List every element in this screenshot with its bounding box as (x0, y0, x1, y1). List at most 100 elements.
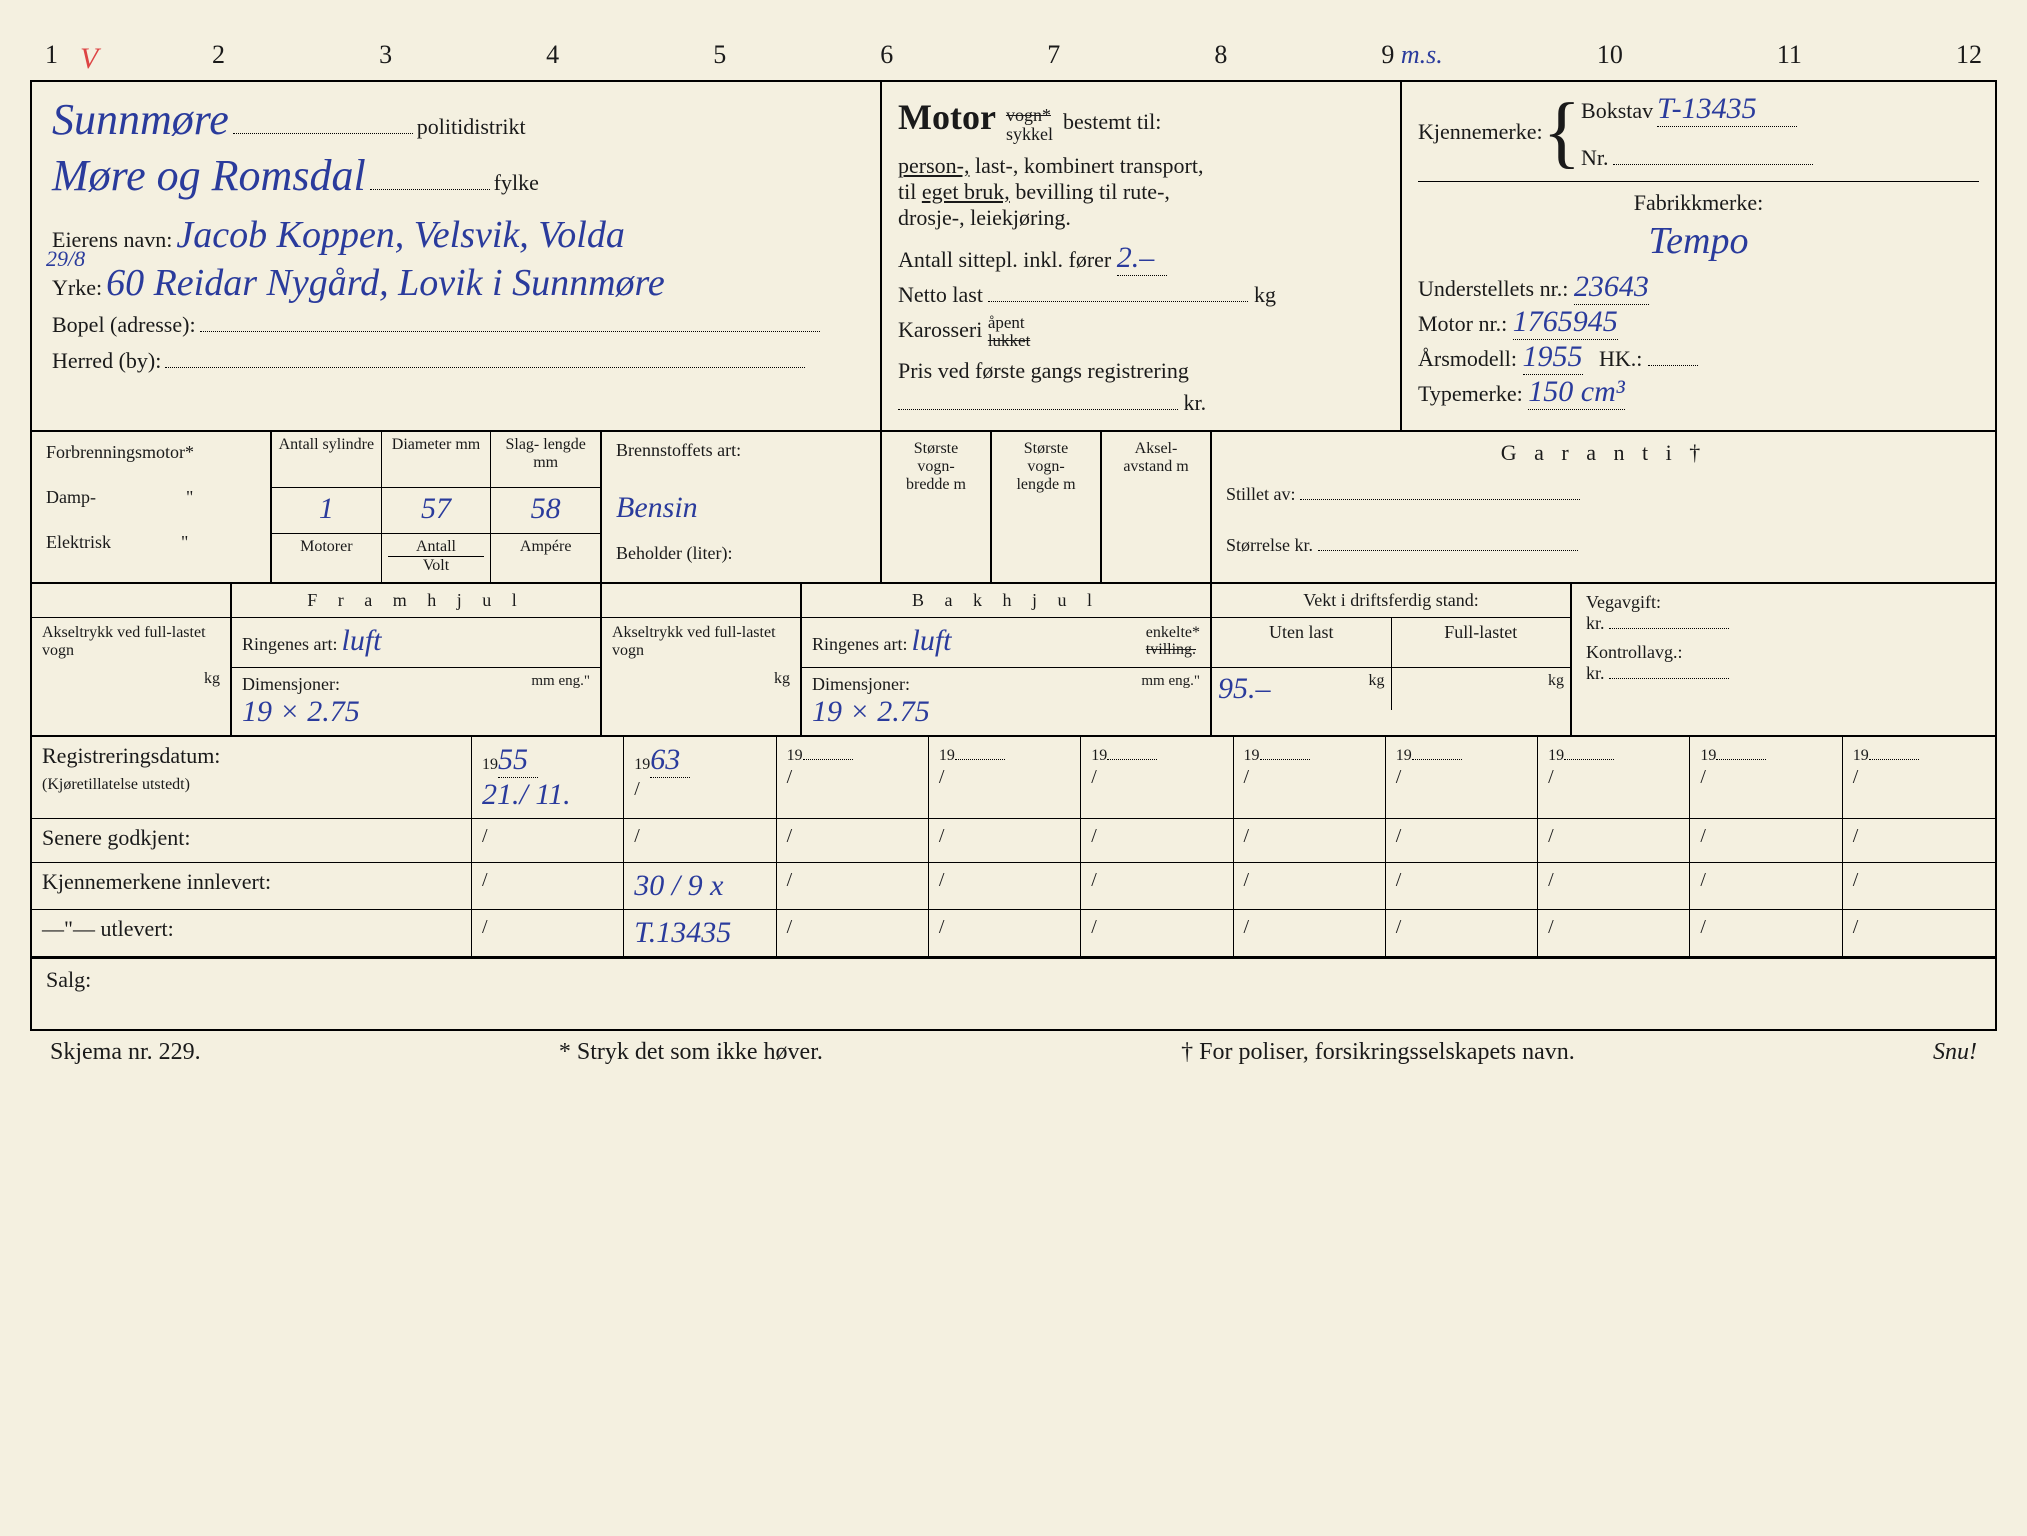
ruler-11: 11 (1777, 40, 1802, 70)
ruler-9: 9 m.s. (1381, 40, 1442, 70)
karosseri-label: Karosseri (898, 317, 982, 342)
stryk-note: * Stryk det som ikke høver. (559, 1039, 823, 1066)
ruler-2: 2 (212, 40, 225, 70)
aksel-avstand: Aksel- avstand m (1102, 432, 1212, 582)
dim-fram-label: Dimensjoner: (242, 674, 340, 694)
regdato-label: Registreringsdatum: (Kjøretillatelse uts… (32, 737, 472, 819)
garanti-label: G a r a n t i † (1226, 440, 1981, 466)
lukket-struck: lukket (988, 331, 1031, 350)
snu: Snu! (1933, 1039, 1977, 1066)
ruler-5: 5 (713, 40, 726, 70)
apent: åpent (988, 313, 1025, 332)
hk-label: HK.: (1599, 346, 1642, 371)
dim-bak-value: 19 × 2.75 (812, 695, 930, 728)
damp-label: Damp- (46, 487, 96, 507)
cyl-specs: Antall sylindre Diameter mm Slag- lengde… (272, 432, 602, 582)
ruler-6: 6 (880, 40, 893, 70)
vogn-lengde: Største vogn- lengde m (992, 432, 1102, 582)
vogn-bredde: Største vogn- bredde m (882, 432, 992, 582)
type-value: 150 cm³ (1528, 375, 1624, 410)
ms-annotation: m.s. (1401, 40, 1443, 70)
sykkel: sykkel (1006, 124, 1053, 144)
yrke-date: 29/8 (46, 246, 85, 272)
arsmodell-label: Årsmodell: (1418, 346, 1517, 371)
yp-3: 19 (939, 747, 955, 764)
fees-col: Vegavgift: kr. Kontrollavg.: kr. (1572, 584, 1995, 735)
yp-5: 19 (1244, 747, 1260, 764)
ruler-7: 7 (1047, 40, 1060, 70)
dia-val: 57 (382, 488, 492, 533)
poliser-note: † For poliser, forsikringsselskapets nav… (1181, 1039, 1575, 1066)
brennstoff-value: Bensin (616, 491, 866, 525)
type-label: Typemerke: (1418, 381, 1523, 406)
kontrollavg-label: Kontrollavg.: (1586, 642, 1981, 663)
vogn-struck: vogn* (1006, 105, 1051, 125)
syl-val: 1 (272, 488, 382, 533)
nr-label: Nr. (1581, 145, 1609, 170)
motor-line3-eget: eget bruk, (922, 179, 1010, 204)
netto-label: Netto last (898, 282, 983, 307)
stillet-label: Stillet av: (1226, 484, 1296, 504)
arsmodell-value: 1955 (1523, 340, 1583, 375)
regdato-sub: (Kjøretillatelse utstedt) (42, 776, 190, 793)
understell-label: Understellets nr.: (1418, 276, 1568, 301)
ringenes-fram-label: Ringenes art: (242, 634, 337, 654)
yrke-label: Yrke: (52, 275, 102, 300)
bokstav-value: T-13435 (1657, 92, 1797, 127)
vegavgift-label: Vegavgift: (1586, 592, 1981, 613)
syl-hdr: Antall sylindre (272, 432, 382, 487)
motornr-label: Motor nr.: (1418, 311, 1507, 336)
dim-bak-label: Dimensjoner: (812, 674, 910, 694)
eier-value: Jacob Koppen, Velsvik, Volda (176, 214, 625, 256)
skjema-nr: Skjema nr. 229. (50, 1039, 201, 1066)
fabrikk-value: Tempo (1418, 222, 1979, 260)
rear-axle-col: Akseltrykk ved full-lastet vogn kg (602, 584, 802, 735)
ring-bak-value: luft (911, 624, 951, 657)
fylke-value: Møre og Romsdal (52, 151, 366, 200)
innlevert-label: Kjennemerkene innlevert: (32, 863, 472, 910)
reg-grid: Registreringsdatum: (Kjøretillatelse uts… (32, 737, 1995, 957)
akseltrykk-bak-label: Akseltrykk ved full-lastet vogn (602, 618, 800, 666)
bestemt: bestemt til: (1063, 109, 1161, 134)
enkelte: enkelte* (1146, 624, 1200, 641)
utlevert-label: —"— utlevert: (32, 910, 472, 957)
uten-label: Uten last (1212, 618, 1392, 667)
yp-7: 19 (1548, 747, 1564, 764)
uten-value: 95.– (1218, 672, 1271, 705)
bokstav-label: Bokstav (1581, 98, 1653, 123)
elektrisk-label: Elektrisk (46, 532, 111, 552)
front-ring-col: F r a m h j u l Ringenes art: luft Dimen… (232, 584, 602, 735)
weight-col: Vekt i driftsferdig stand: Uten last Ful… (1212, 584, 1572, 735)
volt-hdr: Volt (388, 557, 485, 575)
brace-icon: { (1543, 100, 1581, 164)
forb-label: Forbrenningsmotor* (46, 442, 256, 463)
motornr-value: 1765945 (1513, 305, 1618, 340)
kg-bak: kg (602, 666, 800, 692)
akseltrykk-fram-label: Akseltrykk ved full-lastet vogn (32, 618, 230, 666)
dim-fram-value: 19 × 2.75 (242, 695, 360, 728)
ruler-1: 1 (45, 40, 58, 70)
pris-label: Pris ved første gangs registrering (898, 358, 1384, 384)
yp-6: 19 (1396, 747, 1412, 764)
r1c1: 21./ 11. (482, 778, 571, 811)
motorer-hdr: Motorer (272, 534, 382, 582)
netto-unit: kg (1254, 282, 1276, 307)
ruler-8: 8 (1214, 40, 1227, 70)
kg-uten: kg (1369, 672, 1385, 690)
bakhjul-hdr: B a k h j u l (802, 584, 1210, 618)
salg-label: Salg: (46, 967, 91, 992)
brennstoff-label: Brennstoffets art: (616, 440, 866, 461)
mm-eng-bak: mm eng." (1141, 674, 1200, 689)
yrke-value: 60 Reidar Nygård, Lovik i Sunnmøre (106, 262, 665, 304)
ruler-10: 10 (1597, 40, 1623, 70)
antall-hdr: Antall (388, 538, 485, 557)
owner-panel: Sunnmøre politidistrikt Møre og Romsdal … (32, 82, 882, 430)
ruler-4: 4 (546, 40, 559, 70)
ampere-hdr: Ampére (491, 534, 600, 582)
politidistrikt-value: Sunnmøre (52, 95, 229, 144)
bopel-label: Bopel (adresse): (52, 312, 196, 337)
kr-veg: kr. (1586, 613, 1605, 633)
yp-2: 19 (787, 747, 803, 764)
senere-label: Senere godkjent: (32, 819, 472, 863)
kjennemerke-label: Kjennemerke: (1418, 119, 1543, 145)
